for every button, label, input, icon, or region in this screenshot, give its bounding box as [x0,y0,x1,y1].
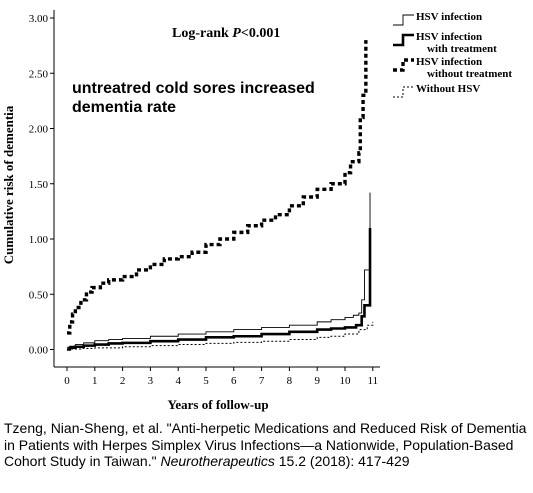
chart-svg: 0.00 0.50 1.00 1.50 2.00 2.50 3.00 0 1 2 3 4 5 6 7 8 9 1… [1,10,512,412]
x-tick-label: 1 [92,375,98,387]
legend-sublabel-3: without treatment [427,68,512,80]
logrank-prefix: Log-rank [172,26,232,41]
series-line-2 [67,227,372,351]
citation-text: Tzeng, Nian-Sheng, et al. "Anti-herpetic… [4,420,529,470]
logrank-annotation: Log-rank P<0.001 [172,26,280,41]
legend-label-2: HSV infection [416,31,482,43]
chart-axes [53,10,380,368]
x-tick-label: 2 [120,375,126,387]
y-tick-label: 3.00 [29,13,49,25]
citation-main: Tzeng, Nian-Sheng, et al. "Anti-herpetic… [4,420,527,469]
annotation-line-1: untreatred cold sores increased [72,80,315,97]
x-tick-label: 0 [64,375,70,387]
legend-swatch-3 [393,58,414,72]
series-line-4 [67,321,374,350]
y-axis-ticks: 0.00 0.50 1.00 1.50 2.00 2.50 3.00 [29,13,54,357]
x-tick-label: 7 [259,375,265,387]
chart-series [67,40,374,351]
legend-swatch-1 [393,14,414,26]
series-line-3 [67,40,368,335]
x-tick-label: 3 [148,375,154,387]
legend-label-4: Without HSV [416,83,480,95]
citation-journal: Neurotherapeutics [160,453,275,469]
x-axis-label: Years of follow-up [167,397,268,412]
x-tick-label: 11 [368,375,379,387]
citation-volume: 15.2 (2018): 417-429 [274,453,410,469]
x-tick-label: 5 [203,375,209,387]
x-tick-label: 9 [314,375,320,387]
annotation-line-2: dementia rate [72,99,176,116]
logrank-p: P [232,26,241,41]
legend-label-1: HSV infection [416,11,482,23]
y-tick-label: 1.00 [29,234,49,246]
y-axis-label: Cumulative risk of dementia [1,105,16,264]
y-tick-label: 0.50 [29,289,49,301]
y-tick-label: 0.00 [29,345,49,357]
logrank-suffix: <0.001 [241,26,280,41]
y-tick-label: 2.00 [29,124,49,136]
legend-label-3: HSV infection [416,56,482,68]
x-axis-ticks: 0 1 2 3 4 5 6 7 8 9 10 11 [64,367,378,387]
x-tick-label: 8 [287,375,293,387]
x-tick-label: 4 [175,375,181,387]
x-tick-label: 6 [231,375,237,387]
legend-swatch-2 [393,33,414,47]
y-tick-label: 2.50 [29,68,49,80]
x-tick-label: 10 [340,375,352,387]
series-line-1 [67,192,371,348]
y-tick-label: 1.50 [29,179,49,191]
legend-swatch-4 [393,86,414,98]
legend-sublabel-2: with treatment [427,43,497,55]
